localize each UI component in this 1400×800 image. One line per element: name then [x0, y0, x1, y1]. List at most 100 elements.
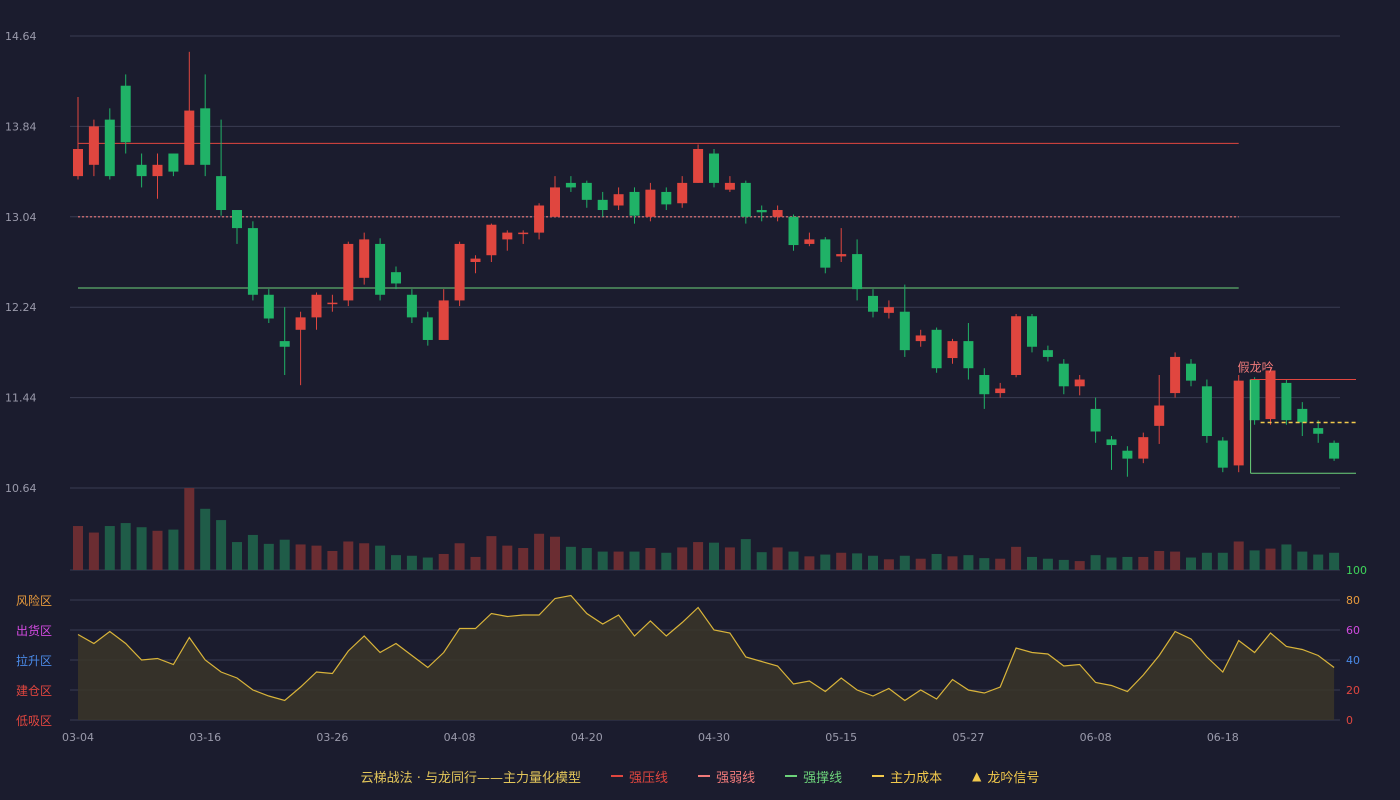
legend-title: 云梯战法 · 与龙同行——主力量化模型	[360, 770, 582, 786]
candle-body	[852, 254, 863, 290]
volume-bar	[899, 555, 910, 570]
candle-body	[565, 182, 576, 188]
candle-body	[1138, 437, 1149, 459]
volume-bar	[597, 551, 608, 570]
oscillator-zone-label: 拉升区	[16, 653, 52, 668]
oscillator-zone-label: 风险区	[16, 593, 52, 608]
candle-body	[438, 300, 449, 340]
volume-bar	[947, 556, 958, 570]
legend-cost-label: 主力成本	[890, 770, 943, 786]
volume-bar	[391, 555, 401, 570]
date-tick-label: 05-27	[952, 731, 984, 744]
volume-bar	[327, 550, 338, 570]
volume-bar	[836, 552, 847, 570]
candle-body	[375, 243, 386, 295]
oscillator-zone-label: 建仓区	[16, 684, 52, 698]
legend-cost[interactable]: 主力成本	[872, 767, 942, 786]
candle-body	[263, 294, 274, 319]
volume-bar	[915, 558, 926, 570]
legend-support-swatch	[785, 775, 798, 777]
candle-body	[883, 307, 894, 313]
candle-body	[1265, 370, 1276, 420]
price-tick-label: 14.64	[5, 30, 37, 43]
volume-bar	[693, 542, 704, 570]
volume-bar	[1329, 552, 1340, 570]
candle-body	[1090, 408, 1101, 432]
candle-body	[1058, 363, 1069, 387]
date-tick-label: 05-15	[825, 731, 857, 744]
volume-bar	[629, 551, 640, 570]
volume-bar	[1042, 558, 1053, 570]
volume-bar	[740, 539, 751, 570]
volume-bar	[152, 530, 163, 570]
candle-body	[470, 258, 481, 262]
candle-body	[550, 187, 560, 217]
candle-body	[613, 194, 624, 206]
volume-bar	[247, 534, 258, 570]
candle-body	[534, 205, 545, 233]
legend-weak[interactable]: 强弱线	[698, 767, 755, 786]
candle-body	[1329, 442, 1340, 459]
volume-bar	[709, 542, 719, 570]
legend-pressure-swatch	[611, 775, 624, 777]
price-tick-label: 13.84	[5, 120, 37, 133]
volume-bar	[375, 545, 386, 570]
oscillator-zone-label: 低吸区	[16, 714, 52, 728]
oscillator-zone-label: 出货区	[16, 623, 52, 638]
candle-body	[629, 191, 640, 216]
candle-body	[1186, 363, 1196, 381]
candle-body	[1154, 405, 1165, 426]
candle-body	[104, 119, 115, 177]
candle-body	[836, 254, 847, 257]
volume-bar	[1122, 556, 1133, 570]
candle-body	[502, 232, 513, 240]
legend-signal-label: 龙吟信号	[987, 770, 1040, 786]
volume-bar	[184, 488, 195, 570]
volume-bar	[724, 547, 735, 570]
volume-bar	[883, 559, 894, 570]
candle-body	[486, 224, 497, 256]
oscillator-line	[77, 594, 1335, 702]
legend-pressure[interactable]: 强压线	[611, 767, 668, 786]
volume-bar	[1233, 541, 1244, 570]
date-tick-label: 04-08	[444, 731, 476, 744]
candle-body	[709, 153, 719, 183]
volume-bar	[804, 556, 815, 570]
oscillator-tick-label: 0	[1346, 714, 1353, 727]
candle-body	[359, 239, 370, 278]
candle-body	[597, 199, 608, 211]
volume-bar	[470, 556, 481, 570]
candle-body	[979, 375, 990, 395]
chart-canvas: 14.64 13.84 13.04 12.24 11.44 10.64 100 80 60 40 2…	[5, 30, 1367, 744]
candle-body	[724, 182, 735, 190]
candle-body	[232, 210, 242, 229]
volume-bar	[788, 551, 799, 570]
oscillator-tick-label: 100	[1346, 564, 1367, 577]
volume-bar	[931, 553, 942, 570]
oscillator-tick-label: 40	[1346, 654, 1360, 667]
volume-bar	[820, 554, 831, 570]
candle-body	[184, 110, 195, 165]
volume-bar	[1170, 551, 1181, 570]
volume-bar	[88, 532, 99, 570]
volume-bar	[120, 523, 131, 570]
date-tick-label: 03-16	[189, 731, 221, 744]
candle-body	[327, 302, 338, 305]
candle-body	[740, 182, 751, 217]
volume-bar	[295, 544, 306, 570]
legend-signal[interactable]: ▲ 龙吟信号	[972, 767, 1039, 786]
volume-bar	[1027, 556, 1037, 570]
candle-body	[1042, 350, 1053, 357]
candle-body	[120, 85, 131, 143]
volume-bar	[406, 555, 417, 570]
volume-bar	[422, 557, 433, 570]
legend-support[interactable]: 强撑线	[785, 767, 842, 786]
price-tick-label: 13.04	[5, 211, 37, 224]
candle-body	[73, 149, 83, 177]
chart-legend: 云梯战法 · 与龙同行——主力量化模型 强压线 强弱线 强撑线 主力成本 ▲ 龙…	[0, 764, 1400, 788]
volume-bar	[168, 529, 179, 570]
oscillator-area	[78, 595, 1335, 720]
triangle-icon: ▲	[972, 769, 982, 783]
candle-body	[915, 335, 926, 342]
